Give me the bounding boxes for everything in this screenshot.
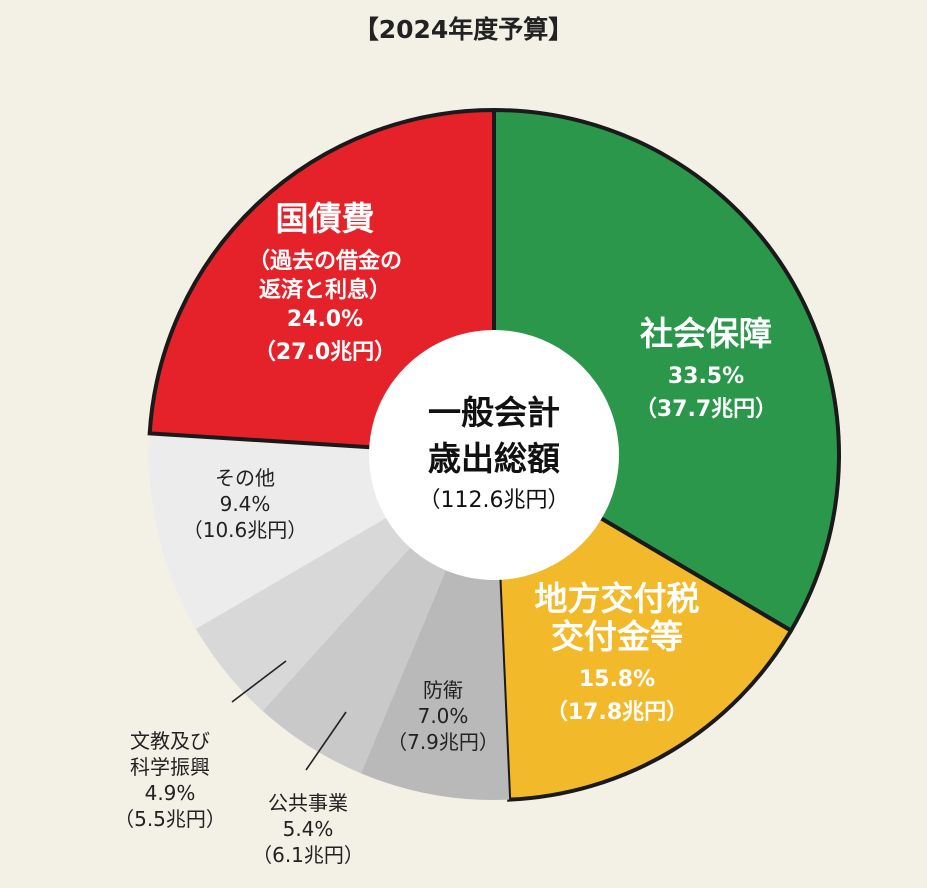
- slice-7-sub-text: （過去の借金の: [248, 248, 402, 274]
- slice-5-value-text: （5.5兆円）: [114, 807, 226, 831]
- slice-2-name-text: 交付金等: [551, 617, 683, 656]
- center-label-amount: （112.6兆円）: [419, 488, 570, 513]
- slice-5-name-text: 文教及び: [130, 729, 210, 753]
- center-label: 一般会計 歳出総額 （112.6兆円）: [419, 393, 570, 513]
- slice-6-name-text: その他: [215, 466, 275, 490]
- slice-3-value-text: （7.9兆円）: [387, 730, 499, 754]
- slice-7-sub-text: 返済と利息）: [259, 277, 391, 303]
- slice-4-percent-text: 5.4%: [283, 817, 334, 841]
- slice-6-value-text: （10.6兆円）: [183, 518, 308, 542]
- slice-1-percent-text: 33.5%: [668, 364, 744, 389]
- center-label-line2: 歳出総額: [428, 439, 560, 478]
- slice-3-label: 防衛7.0%（7.9兆円）: [387, 678, 499, 754]
- slice-2-value-text: （17.8兆円）: [546, 700, 688, 725]
- slice-3-percent-text: 7.0%: [418, 704, 469, 728]
- slice-1-name-text: 社会保障: [640, 314, 772, 353]
- slice-4-value-text: （6.1兆円）: [252, 843, 364, 867]
- slice-7-name-text: 国債費: [276, 199, 375, 238]
- slice-2-name-text: 地方交付税: [535, 579, 700, 618]
- slice-3-name-text: 防衛: [423, 678, 463, 702]
- slice-5-leader-line: [231, 660, 287, 703]
- slice-4-leader-line: [305, 711, 347, 771]
- slice-2-percent-text: 15.8%: [579, 667, 655, 692]
- slice-5-name-text: 科学振興: [130, 755, 210, 779]
- slice-7-value-text: （27.0兆円）: [254, 340, 396, 365]
- slice-5-percent-text: 4.9%: [145, 781, 196, 805]
- leader-lines: [231, 660, 347, 771]
- slice-7-percent-text: 24.0%: [287, 307, 363, 332]
- slice-1-value-text: （37.7兆円）: [635, 397, 777, 422]
- slice-6-percent-text: 9.4%: [220, 492, 271, 516]
- center-label-line1: 一般会計: [428, 393, 560, 432]
- chart-title: 【2024年度予算】: [353, 15, 574, 44]
- slice-4-name-text: 公共事業: [268, 791, 348, 815]
- center-hole: [369, 330, 619, 580]
- slice-1-label: 社会保障 33.5% （37.7兆円）: [635, 314, 777, 422]
